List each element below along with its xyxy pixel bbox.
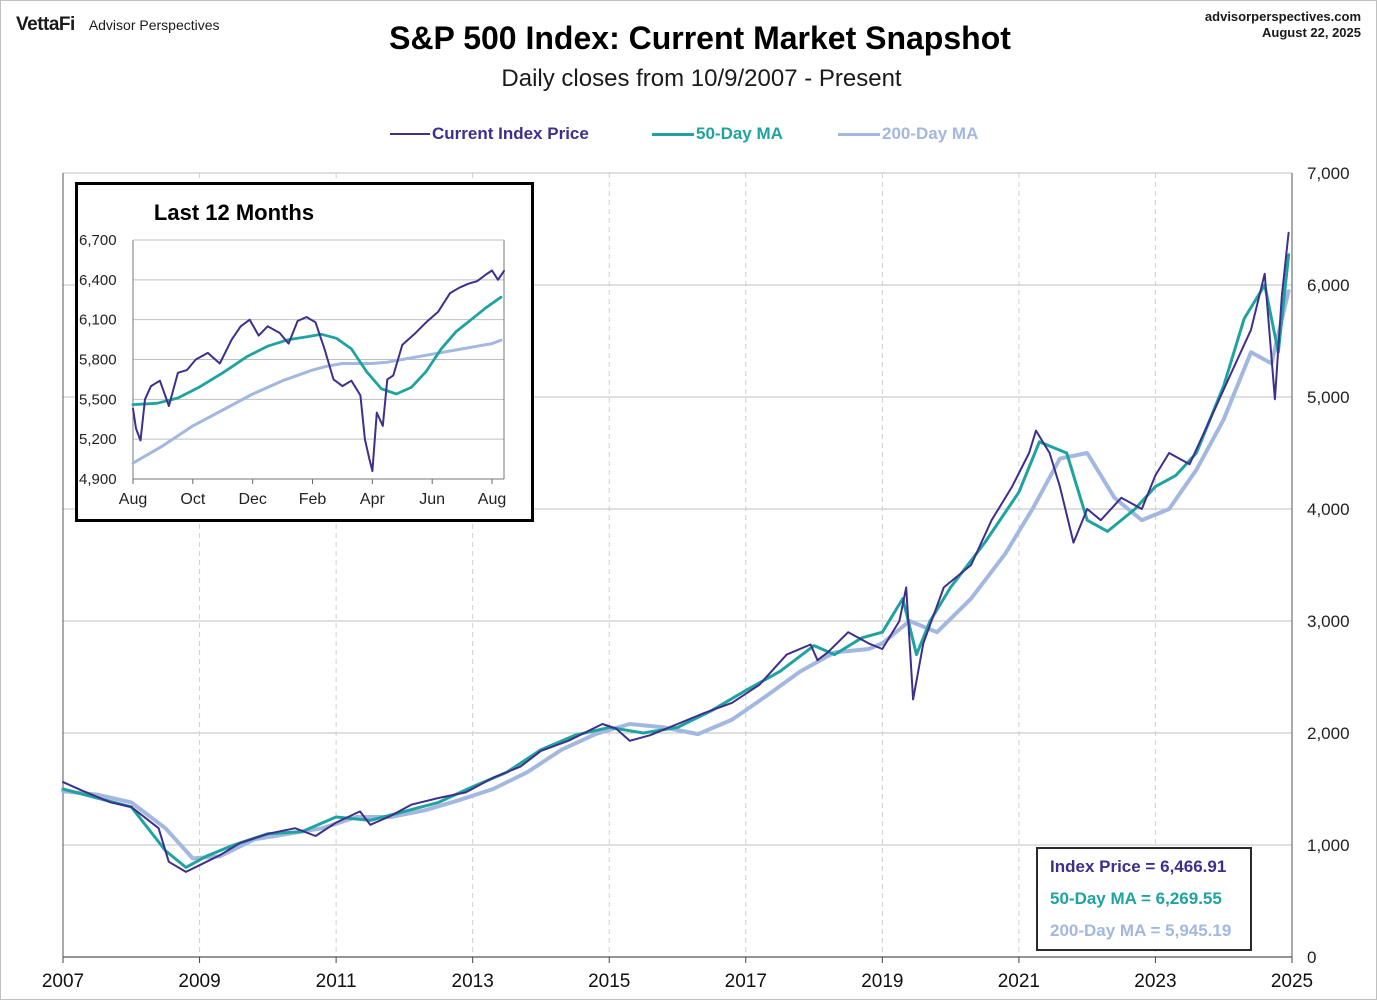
- inset-y-tick-label: 5,800: [79, 352, 117, 369]
- source-block: advisorperspectives.com August 22, 2025: [1205, 9, 1361, 41]
- value-label-ma200: 200-Day MA =: [1050, 921, 1161, 940]
- inset-x-tick-label: Jun: [419, 491, 445, 508]
- x-tick-label: 2021: [998, 971, 1040, 992]
- inset-panel: [75, 182, 534, 522]
- x-tick-label: 2017: [725, 971, 767, 992]
- legend-item-price: Current Index Price: [390, 124, 589, 144]
- inset-y-tick-label: 6,400: [79, 272, 117, 289]
- legend-swatch-price: [390, 133, 430, 135]
- value-ma50: 6,269.55: [1155, 889, 1222, 908]
- legend-label-ma50: 50-Day MA: [696, 124, 783, 143]
- legend-item-ma200: 200-Day MA: [838, 124, 978, 144]
- inset-y-tick-label: 6,100: [79, 312, 117, 329]
- legend-item-ma50: 50-Day MA: [652, 124, 783, 144]
- advisor-perspectives-label: Advisor Perspectives: [88, 17, 220, 33]
- inset-x-tick-label: Oct: [180, 491, 205, 508]
- legend: Current Index Price 50-Day MA 200-Day MA: [0, 124, 1377, 146]
- y-tick-label: 0: [1307, 948, 1316, 967]
- x-tick-label: 2013: [452, 971, 494, 992]
- series-line-price: [62, 231, 1290, 873]
- chart-subtitle: Daily closes from 10/9/2007 - Present: [501, 65, 902, 92]
- brand-header: VettaFi Advisor Perspectives: [16, 14, 220, 36]
- x-tick-label: 2015: [588, 971, 630, 992]
- value-row-ma50: 50-Day MA = 6,269.55: [1050, 889, 1222, 909]
- inset-y-tick-label: 5,500: [79, 391, 117, 408]
- x-tick-label: 2019: [861, 971, 903, 992]
- value-price: 6,466.91: [1160, 857, 1227, 876]
- inset-y-tick-label: 6,700: [79, 232, 117, 249]
- inset-x-tick-label: Aug: [119, 491, 147, 508]
- x-tick-label: 2025: [1271, 971, 1313, 992]
- inset-title: Last 12 Months: [153, 200, 315, 225]
- value-ma200: 5,945.19: [1165, 921, 1232, 940]
- chart-title: S&P 500 Index: Current Market Snapshot: [389, 20, 1011, 56]
- y-tick-label: 2,000: [1307, 724, 1350, 743]
- value-label-ma50: 50-Day MA =: [1050, 889, 1151, 908]
- series-line-ma50: [61, 253, 1291, 869]
- inset-series-line-price: [132, 269, 505, 472]
- current-values-box: Index Price = 6,466.91 50-Day MA = 6,269…: [1036, 847, 1252, 951]
- y-tick-label: 7,000: [1307, 164, 1350, 183]
- legend-label-price: Current Index Price: [432, 124, 589, 143]
- inset-x-tick-label: Dec: [238, 491, 266, 508]
- inset-series-line-ma200: [131, 338, 503, 465]
- series-line-ma200: [61, 289, 1291, 861]
- inset-y-tick-label: 5,200: [79, 431, 117, 448]
- legend-swatch-ma50: [652, 132, 694, 136]
- chart-date: August 22, 2025: [1262, 25, 1361, 40]
- y-tick-label: 1,000: [1307, 836, 1350, 855]
- y-tick-label: 3,000: [1307, 612, 1350, 631]
- value-label-price: Index Price =: [1050, 857, 1156, 876]
- source-url[interactable]: advisorperspectives.com: [1204, 9, 1361, 24]
- x-tick-label: 2011: [316, 971, 357, 992]
- x-tick-label: 2007: [42, 971, 84, 992]
- y-tick-label: 5,000: [1307, 388, 1350, 407]
- legend-swatch-ma200: [838, 132, 880, 136]
- value-row-ma200: 200-Day MA = 5,945.19: [1050, 921, 1231, 941]
- inset-y-tick-label: 4,900: [79, 471, 117, 488]
- inset-x-tick-label: Feb: [299, 491, 327, 508]
- y-tick-label: 4,000: [1307, 500, 1350, 519]
- inset-x-tick-label: Aug: [478, 491, 506, 508]
- inset-series-line-ma50: [131, 295, 503, 407]
- value-row-price: Index Price = 6,466.91: [1050, 857, 1226, 877]
- x-tick-label: 2009: [178, 971, 220, 992]
- legend-label-ma200: 200-Day MA: [882, 124, 979, 143]
- y-tick-label: 6,000: [1307, 276, 1350, 295]
- x-tick-label: 2023: [1134, 971, 1176, 992]
- vettafi-logo: VettaFi: [16, 14, 75, 35]
- inset-x-tick-label: Apr: [360, 491, 386, 508]
